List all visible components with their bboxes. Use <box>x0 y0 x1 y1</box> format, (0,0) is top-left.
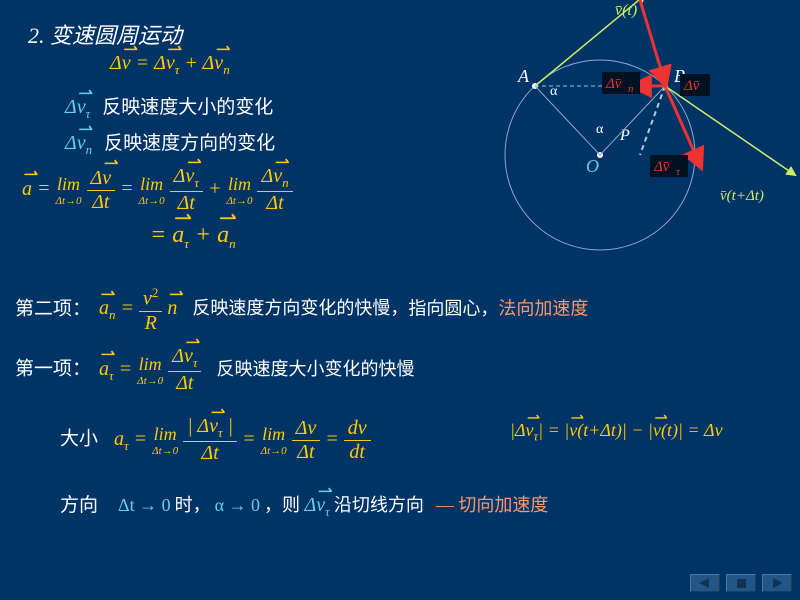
svg-text:Δv̄: Δv̄ <box>605 76 622 92</box>
svg-text:v̄(t): v̄(t) <box>615 2 637 19</box>
section-title: 2. 变速圆周运动 <box>28 18 182 50</box>
circular-motion-diagram: O A B P α α v̄(t) v̄(t+Δt) Δv̄ n <box>440 0 800 260</box>
item1-line: 第一项： aτ = limΔt→0 ΔvτΔt 反映速度大小变化的快慢 <box>15 345 414 395</box>
nav-prev-button[interactable] <box>690 574 720 592</box>
dvn-desc: Δvn 反映速度方向的变化 <box>65 128 275 158</box>
svg-text:Δv̄: Δv̄ <box>683 78 700 94</box>
magnitude-line: 大小 aτ = limΔt→0 | Δvτ |Δt = limΔt→0 ΔvΔt… <box>60 415 371 465</box>
nav-stop-button[interactable] <box>726 574 756 592</box>
item2-line: 第二项： an = v2R n 反映速度方向变化的快慢，指向圆心，法向加速度 <box>15 285 588 335</box>
svg-text:v̄(t+Δt): v̄(t+Δt) <box>720 188 764 204</box>
equation-a-limit: a = limΔt→0 ΔvΔt = limΔt→0 ΔvτΔt + limΔt… <box>22 165 293 215</box>
svg-text:O: O <box>586 156 599 176</box>
direction-line: 方向 Δt → 0 时， α → 0 ，则 Δvτ 沿切线方向 — 切向加速度 <box>60 490 548 520</box>
svg-text:n: n <box>628 83 634 95</box>
svg-text:A: A <box>517 66 530 86</box>
nav-next-button[interactable] <box>762 574 792 592</box>
dvtau-abs-eq: |Δvτ| = |v(t+Δt)| − |v(t)| = Δv <box>510 420 723 445</box>
svg-text:α: α <box>550 84 558 99</box>
svg-text:Δv̄: Δv̄ <box>653 159 670 175</box>
svg-text:α: α <box>596 122 604 137</box>
dvtau-desc: Δvτ 反映速度大小的变化 <box>65 92 273 122</box>
equation-dv-decomp: Δv = Δvτ + Δvn <box>110 52 230 78</box>
equation-a-sum: = aτ + an <box>150 222 236 252</box>
